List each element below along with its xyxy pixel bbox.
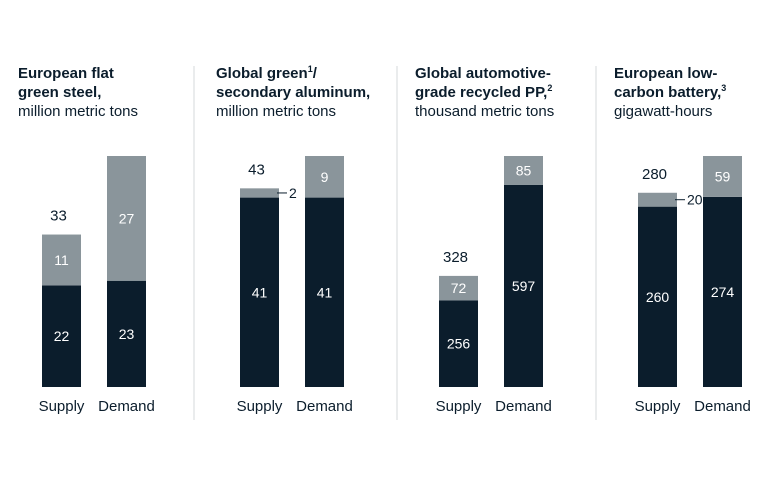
- bar-segment-light: [240, 188, 279, 198]
- category-label: Demand: [495, 398, 552, 415]
- data-label: 9: [321, 169, 329, 185]
- data-label: 260: [646, 289, 670, 305]
- chart-title-line-1: European low-: [614, 65, 717, 82]
- chart-title-line-1: Global automotive-: [415, 65, 551, 82]
- bar-segment-dark: [305, 197, 344, 387]
- bar-segment-dark: [504, 184, 543, 387]
- callout-label: 2: [289, 185, 297, 201]
- chart-subtitle: million metric tons: [216, 103, 336, 120]
- chart-subtitle: gigawatt-hours: [614, 103, 712, 120]
- bar-segment-light: [504, 156, 543, 185]
- category-label: Demand: [98, 398, 155, 415]
- chart-title-line-2: grade recycled PP,2: [415, 83, 552, 101]
- chart-title-text: Global automotive-: [415, 65, 551, 82]
- bar-segment-dark: [638, 206, 677, 387]
- total-label: 33: [50, 208, 67, 225]
- data-label: 41: [252, 284, 268, 300]
- chart-title-line-2: carbon battery,3: [614, 83, 726, 101]
- chart-subtitle: thousand metric tons: [415, 103, 554, 120]
- chart-subtitle: million metric tons: [18, 103, 138, 120]
- bar-segment-dark: [42, 285, 81, 387]
- bar-segment-light: [107, 156, 146, 281]
- chart-title-text: European flat: [18, 65, 114, 82]
- total-label: 43: [248, 161, 265, 178]
- total-label: 328: [443, 249, 468, 266]
- chart-title-line-2: green steel,: [18, 84, 101, 101]
- chart-title-text: secondary aluminum,: [216, 84, 370, 101]
- data-label: 85: [516, 162, 532, 178]
- category-label: Supply: [39, 398, 85, 415]
- bar-segment-light: [305, 156, 344, 198]
- category-label: Supply: [436, 398, 482, 415]
- category-label: Supply: [635, 398, 681, 415]
- chart-title-line-1: European flat: [18, 65, 114, 82]
- bar-segment-light: [703, 156, 742, 197]
- chart-title-text: carbon battery,: [614, 84, 721, 101]
- chart-title-line-2: secondary aluminum,: [216, 84, 370, 101]
- chart-title-text: Global green: [216, 65, 308, 82]
- bar-segment-light: [638, 192, 677, 207]
- bar-segment-dark: [703, 196, 742, 387]
- category-label: Demand: [296, 398, 353, 415]
- footnote-marker: 2: [547, 83, 552, 93]
- callout-label: 20: [687, 192, 703, 208]
- total-label: 280: [642, 166, 667, 183]
- footnote-marker: 1: [308, 64, 313, 74]
- data-label: 274: [711, 284, 735, 300]
- bar-segment-dark: [107, 280, 146, 387]
- chart-title-line-1: Global green1/: [216, 64, 318, 82]
- data-label: 11: [54, 252, 69, 268]
- category-label: Demand: [694, 398, 751, 415]
- chart-title-text: green steel,: [18, 84, 101, 101]
- data-label: 256: [447, 336, 471, 352]
- chart-title-text: European low-: [614, 65, 717, 82]
- chart-title-slash: /: [313, 65, 318, 82]
- data-label: 59: [715, 168, 731, 184]
- category-label: Supply: [237, 398, 283, 415]
- data-label: 597: [512, 278, 536, 294]
- chart-title-text: grade recycled PP,: [415, 84, 547, 101]
- bar-segment-light: [42, 234, 81, 286]
- data-label: 23: [119, 326, 135, 342]
- data-label: 41: [317, 284, 333, 300]
- data-label: 72: [451, 280, 467, 296]
- bar-segment-dark: [439, 300, 478, 387]
- footnote-marker: 3: [721, 83, 726, 93]
- data-label: 22: [54, 328, 70, 344]
- bar-segment-light: [439, 275, 478, 301]
- bar-segment-dark: [240, 197, 279, 387]
- data-label: 27: [119, 210, 135, 226]
